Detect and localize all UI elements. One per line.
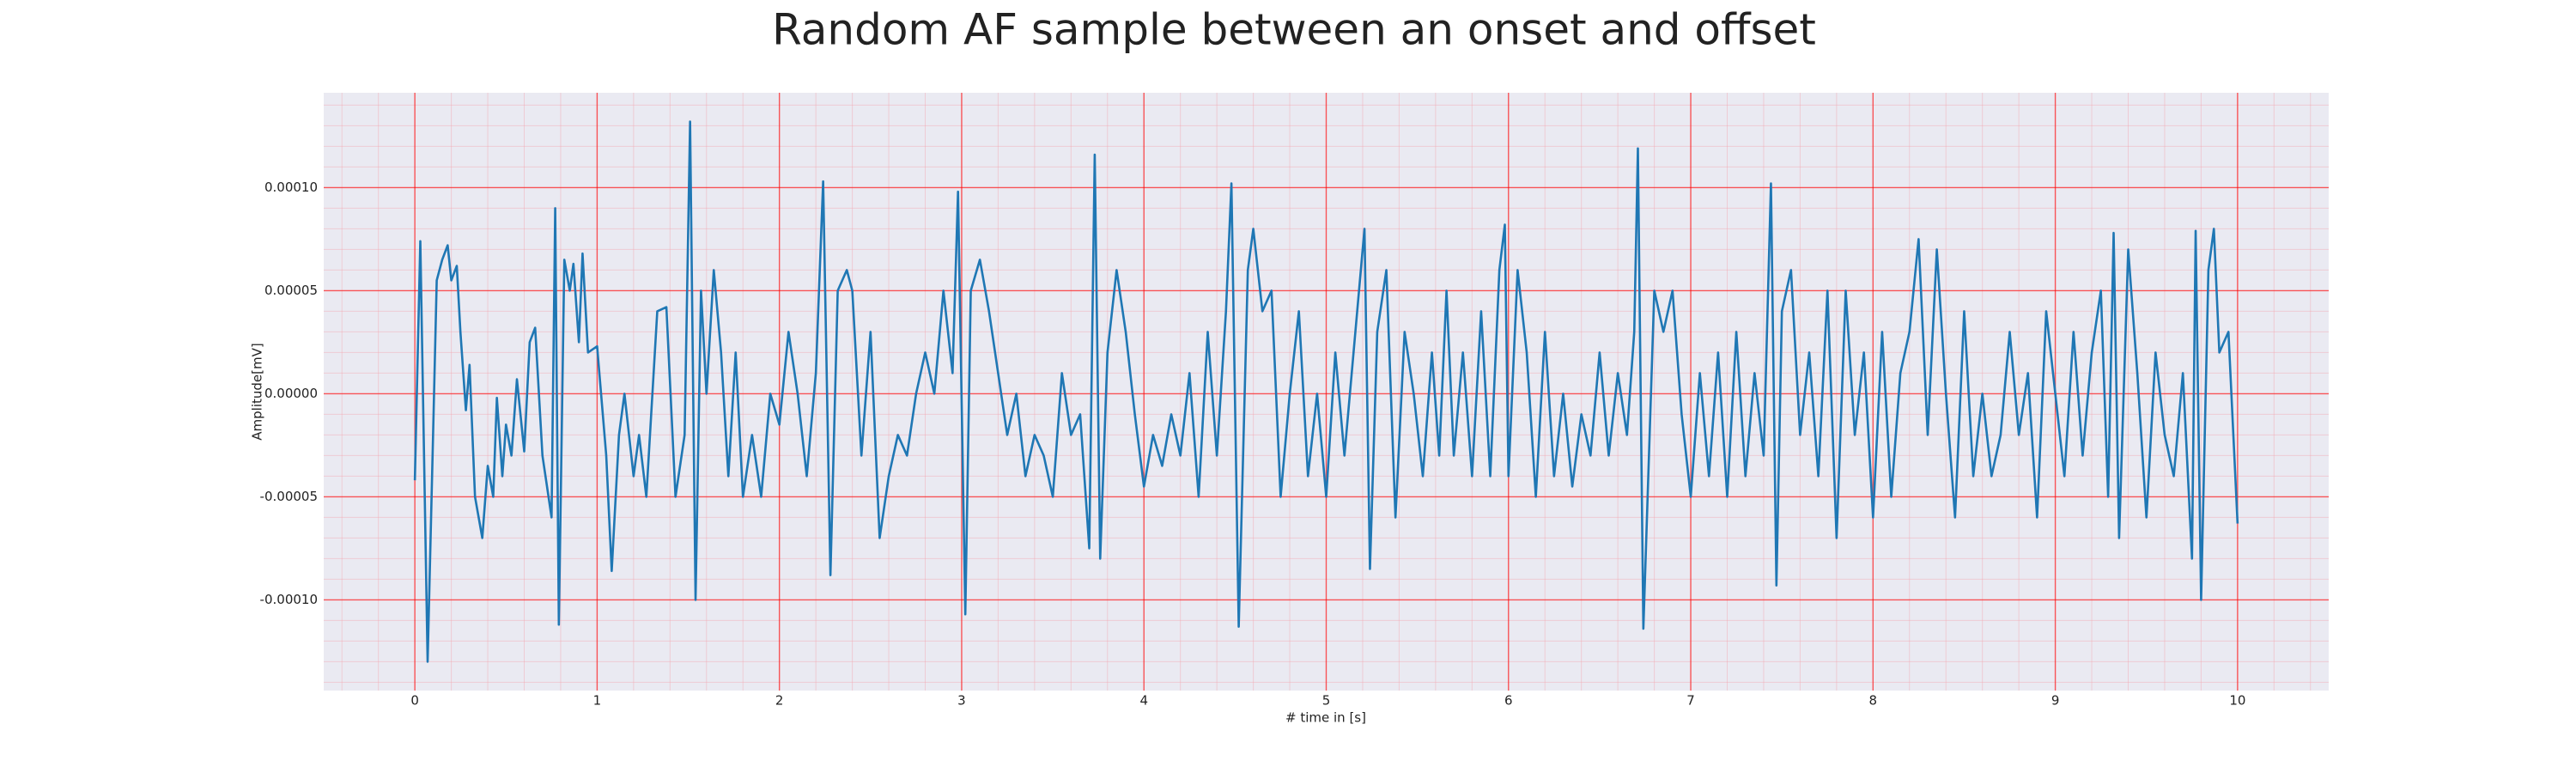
x-tick-label: 3 — [957, 693, 966, 709]
y-tick-label: -0.00010 — [260, 592, 318, 607]
x-axis-label: # time in [s] — [1285, 710, 1366, 726]
x-tick-label: 1 — [593, 693, 602, 709]
x-tick-label: 0 — [410, 693, 419, 709]
y-axis-label: Amplitude[mV] — [250, 343, 265, 440]
chart-title: Random AF sample between an onset and of… — [772, 5, 1816, 55]
x-tick-label: 7 — [1686, 693, 1695, 709]
y-tick-label: 0.00010 — [264, 180, 318, 195]
y-tick-label: 0.00000 — [264, 386, 318, 401]
x-tick-label: 9 — [2051, 693, 2060, 709]
x-tick-label: 5 — [1322, 693, 1331, 709]
x-tick-label: 10 — [2229, 693, 2245, 709]
major-grid — [324, 93, 2329, 691]
x-tick-label: 8 — [1869, 693, 1878, 709]
x-tick-label: 4 — [1139, 693, 1148, 709]
signal-line — [413, 120, 2239, 663]
x-tick-label: 6 — [1504, 693, 1513, 709]
labels: 0 1 2 3 4 5 6 7 8 9 10 -0.00010 -0.00005 0.00000 0.000… — [260, 180, 2246, 709]
x-tick-label: 2 — [775, 693, 784, 709]
series — [413, 120, 2239, 663]
y-tick-label: 0.00005 — [264, 283, 318, 298]
y-tick-label: -0.00005 — [260, 489, 318, 504]
